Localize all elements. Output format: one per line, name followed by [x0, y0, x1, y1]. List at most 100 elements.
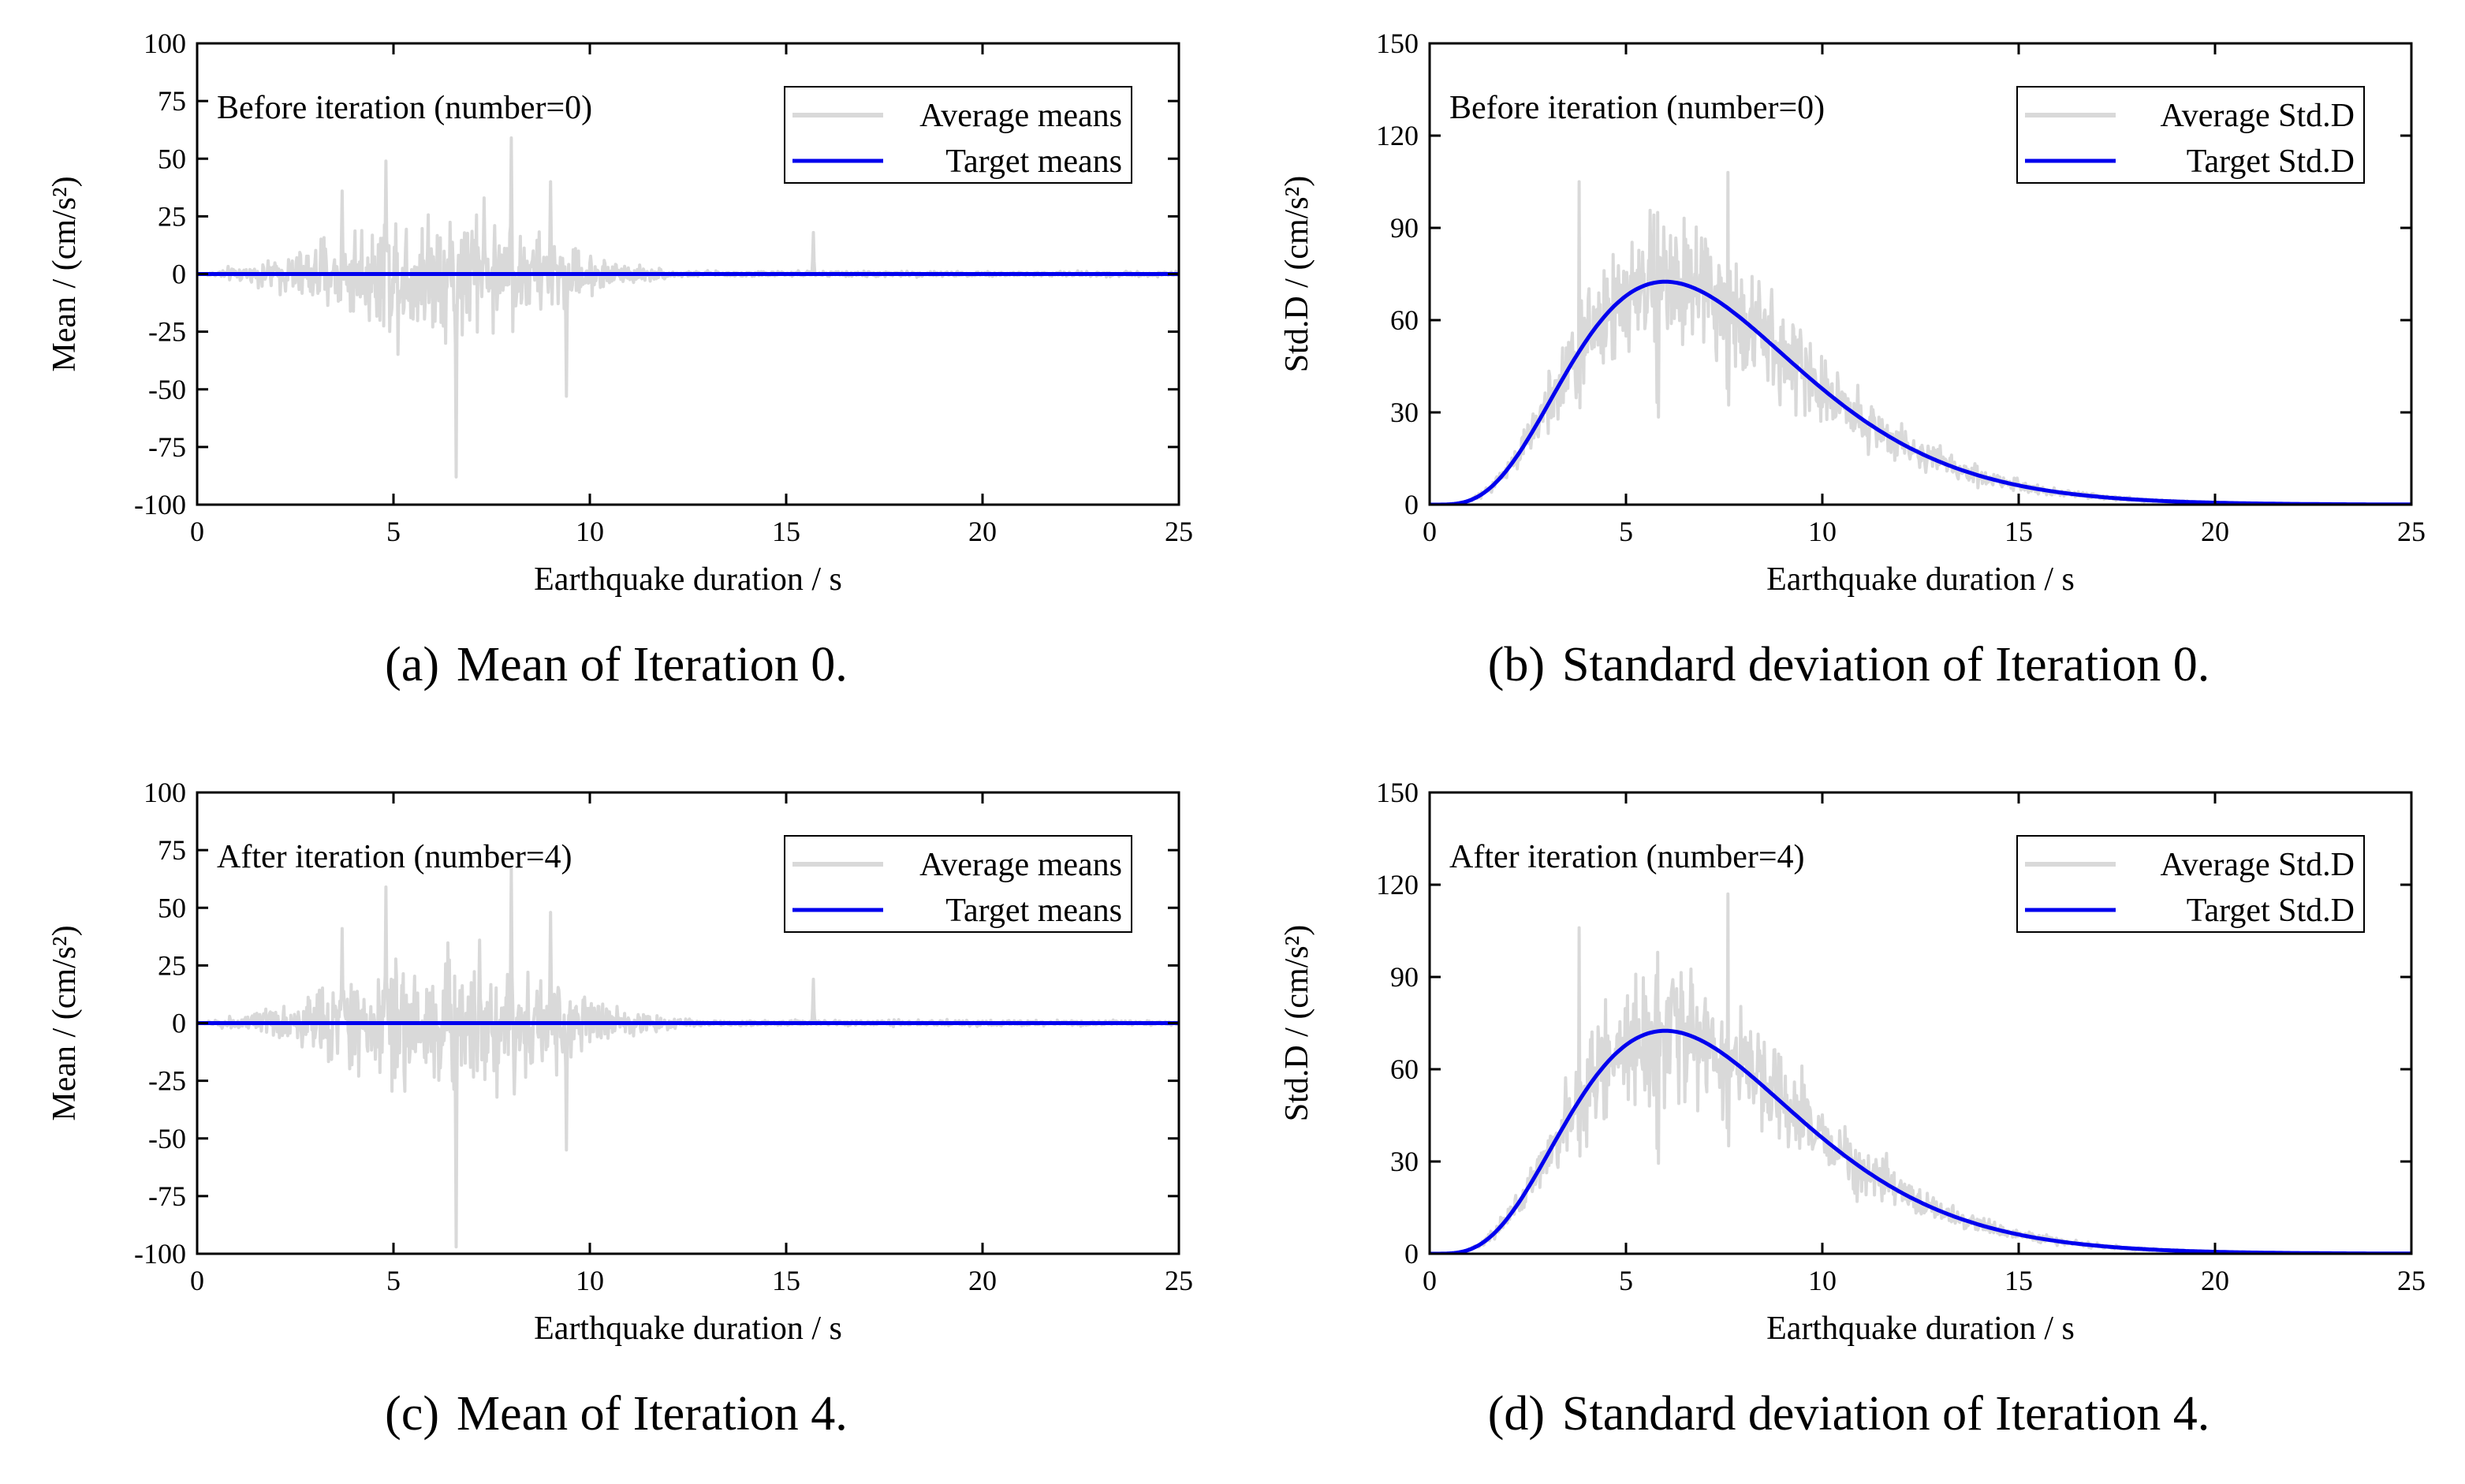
plot-frame	[1428, 42, 2413, 506]
caption-text: Mean of Iteration 4.	[456, 1387, 848, 1441]
y-tick-label: -75	[148, 1180, 186, 1212]
legend-label: Average Std.D	[2161, 847, 2355, 883]
legend-box	[2016, 86, 2365, 184]
panel-c: 0 5 10 15 20 25 -100 -75 -50 -25 0 25 50 75 100 Earthqu…	[0, 749, 1232, 1484]
legend-label: Target means	[945, 893, 1122, 929]
plot-area	[1430, 892, 2411, 1254]
y-tick-label: 50	[158, 143, 186, 174]
x-tick-label: 5	[386, 1265, 401, 1296]
plot-frame	[1428, 791, 2413, 1255]
y-tick-label: -100	[134, 1238, 186, 1270]
x-tick-label: 15	[2004, 1265, 2033, 1296]
y-tick-label: 0	[1404, 1238, 1419, 1270]
y-axis-label: Std.D / (cm/s²)	[1279, 925, 1315, 1121]
y-tick-label: 0	[172, 1008, 186, 1039]
target-series-line	[1430, 279, 2411, 505]
y-tick-label: 0	[1404, 489, 1419, 520]
chart-svg: 0 5 10 15 20 25 -100 -75 -50 -25 0 25 50 75 100 Earthqu…	[47, 28, 1193, 598]
y-tick-label: -50	[148, 1123, 186, 1154]
x-tick-label: 25	[1165, 1265, 1193, 1296]
panel-caption: (c) Mean of Iteration 4.	[0, 1386, 1232, 1442]
x-tick-label: 0	[190, 1265, 204, 1296]
y-tick-label: 100	[144, 777, 186, 808]
chart-annotation: Before iteration (number=0)	[217, 90, 592, 126]
legend-label: Target Std.D	[2187, 144, 2355, 180]
x-tick-label: 5	[1619, 1265, 1633, 1296]
y-tick-label: -25	[148, 316, 186, 348]
y-axis-label: Mean / (cm/s²)	[47, 925, 83, 1120]
legend-box	[784, 86, 1132, 184]
caption-tag: (c)	[385, 1387, 439, 1441]
legend-label: Average means	[919, 847, 1122, 883]
y-axis-label: Std.D / (cm/s²)	[1279, 176, 1315, 372]
legend-box	[2016, 835, 2365, 933]
y-axis-label: Mean / (cm/s²)	[47, 176, 83, 371]
caption-text: Mean of Iteration 0.	[456, 638, 848, 692]
y-tick-label: -25	[148, 1065, 186, 1097]
legend: Average Std.D Target Std.D	[2016, 835, 2365, 933]
y-tick-label: 150	[1376, 777, 1419, 808]
y-tick-label: 150	[1376, 28, 1419, 59]
x-axis-label: Earthquake duration / s	[1766, 561, 2075, 598]
x-tick-label: 20	[2201, 1265, 2229, 1296]
panel-caption: (d) Standard deviation of Iteration 4.	[1232, 1386, 2465, 1442]
chart-annotation: After iteration (number=4)	[217, 839, 572, 875]
x-tick-label: 25	[1165, 516, 1193, 547]
average-series-line	[1430, 892, 2411, 1254]
panel-b: 0 5 10 15 20 25 0 30 60 90 120 150 Earthquake durati…	[1232, 0, 2465, 735]
y-tick-label: 30	[1390, 1146, 1419, 1177]
panel-caption: (b) Standard deviation of Iteration 0.	[1232, 637, 2465, 693]
target-series-line	[1430, 1028, 2411, 1254]
caption-text: Standard deviation of Iteration 0.	[1562, 638, 2210, 692]
chart-svg: 0 5 10 15 20 25 -100 -75 -50 -25 0 25 50 75 100 Earthqu…	[47, 777, 1193, 1347]
x-tick-label: 5	[386, 516, 401, 547]
average-series-line	[197, 136, 1179, 479]
x-tick-label: 10	[1808, 516, 1837, 547]
y-tick-label: 60	[1390, 1053, 1419, 1085]
y-tick-label: -50	[148, 374, 186, 405]
panel-a: 0 5 10 15 20 25 -100 -75 -50 -25 0 25 50 75 100 Earthqu…	[0, 0, 1232, 735]
x-tick-label: 20	[968, 516, 997, 547]
caption-tag: (a)	[385, 638, 439, 692]
legend-label: Average means	[919, 98, 1122, 134]
plot-area	[197, 136, 1179, 479]
x-tick-label: 20	[968, 1265, 997, 1296]
y-tick-label: 50	[158, 892, 186, 923]
x-tick-label: 20	[2201, 516, 2229, 547]
x-tick-label: 0	[190, 516, 204, 547]
y-tick-label: -75	[148, 431, 186, 463]
y-tick-label: 25	[158, 949, 186, 981]
y-tick-label: 30	[1390, 397, 1419, 428]
plot-area	[197, 867, 1179, 1249]
legend-label: Target means	[945, 144, 1122, 180]
x-tick-label: 10	[1808, 1265, 1837, 1296]
legend: Average means Target means	[784, 835, 1132, 933]
y-tick-label: 100	[144, 28, 186, 59]
x-tick-label: 10	[576, 1265, 604, 1296]
caption-tag: (d)	[1487, 1387, 1546, 1441]
y-tick-label: 120	[1376, 120, 1419, 151]
caption-tag: (b)	[1487, 638, 1546, 692]
plot-area	[1430, 170, 2411, 505]
x-tick-label: 25	[2397, 516, 2426, 547]
legend-box	[784, 835, 1132, 933]
x-axis-label: Earthquake duration / s	[534, 561, 842, 598]
x-tick-label: 15	[772, 516, 800, 547]
y-tick-label: 90	[1390, 961, 1419, 993]
x-axis-label: Earthquake duration / s	[1766, 1311, 2075, 1347]
panel-d: 0 5 10 15 20 25 0 30 60 90 120 150 Earthquake durati…	[1232, 749, 2465, 1484]
y-tick-label: 75	[158, 85, 186, 117]
chart-annotation: After iteration (number=4)	[1449, 839, 1805, 875]
x-tick-label: 10	[576, 516, 604, 547]
y-tick-label: 25	[158, 200, 186, 232]
chart-svg: 0 5 10 15 20 25 0 30 60 90 120 150 Earthquake durati…	[1279, 28, 2426, 598]
chart-svg: 0 5 10 15 20 25 0 30 60 90 120 150 Earthquake durati…	[1279, 777, 2426, 1347]
chart-annotation: Before iteration (number=0)	[1449, 90, 1825, 126]
legend: Average Std.D Target Std.D	[2016, 86, 2365, 184]
caption-text: Standard deviation of Iteration 4.	[1562, 1387, 2210, 1441]
legend: Average means Target means	[784, 86, 1132, 184]
y-tick-label: 60	[1390, 304, 1419, 336]
x-tick-label: 15	[2004, 516, 2033, 547]
y-tick-label: 75	[158, 834, 186, 866]
x-tick-label: 0	[1423, 516, 1437, 547]
